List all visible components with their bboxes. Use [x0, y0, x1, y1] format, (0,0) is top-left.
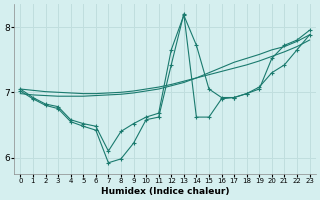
X-axis label: Humidex (Indice chaleur): Humidex (Indice chaleur)	[101, 187, 229, 196]
